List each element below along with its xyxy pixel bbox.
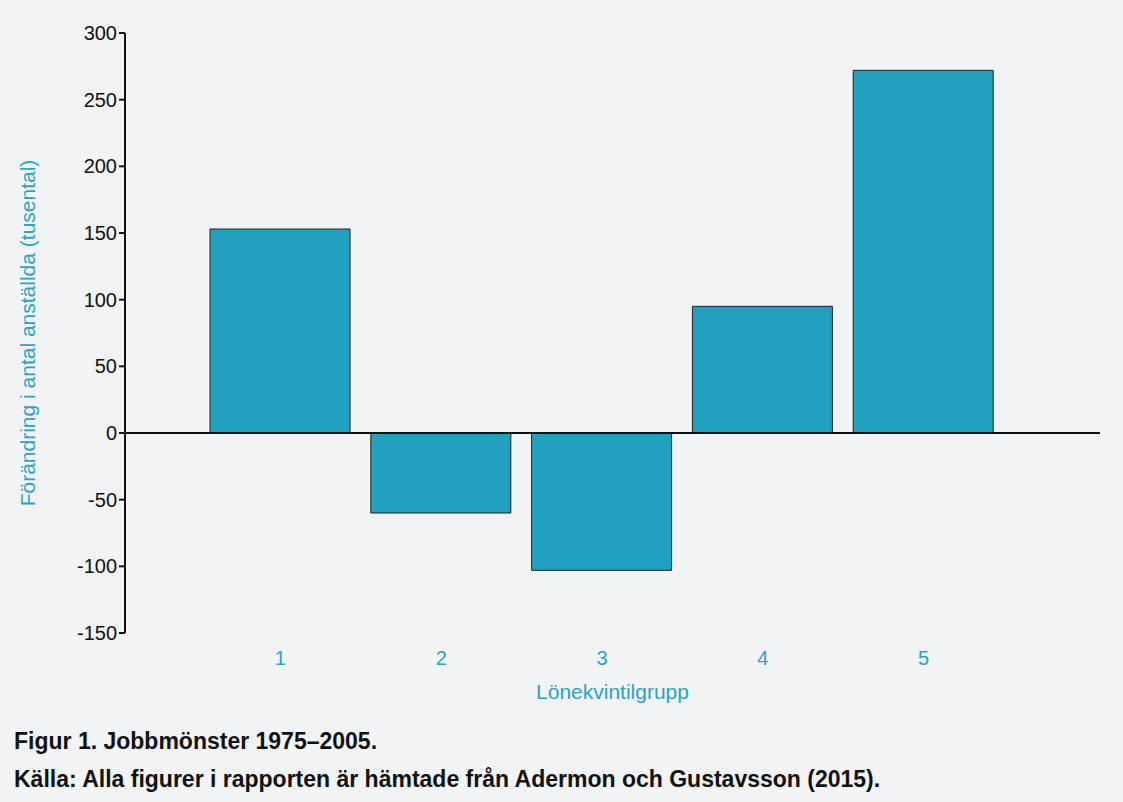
svg-text:2: 2: [436, 647, 447, 669]
svg-text:-50: -50: [88, 489, 117, 511]
svg-text:200: 200: [84, 155, 117, 177]
svg-text:0: 0: [106, 422, 117, 444]
svg-text:4: 4: [757, 647, 768, 669]
svg-text:150: 150: [84, 222, 117, 244]
svg-text:5: 5: [918, 647, 929, 669]
svg-text:Lönekvintilgrupp: Lönekvintilgrupp: [536, 680, 689, 703]
svg-text:Förändring i antal anställda (: Förändring i antal anställda (tusental): [16, 160, 39, 507]
svg-text:250: 250: [84, 89, 117, 111]
svg-text:-100: -100: [77, 555, 117, 577]
svg-text:-150: -150: [77, 622, 117, 644]
svg-text:100: 100: [84, 289, 117, 311]
svg-text:50: 50: [95, 355, 117, 377]
svg-text:300: 300: [84, 22, 117, 44]
svg-text:1: 1: [275, 647, 286, 669]
svg-text:3: 3: [596, 647, 607, 669]
html-text:Källa: Alla figurer i rapporte: Källa: Alla figurer i rapporten är hämta…: [14, 766, 881, 792]
html-text:Figur 1. Jobbmönster 1975–2005: Figur 1. Jobbmönster 1975–2005.: [14, 728, 377, 754]
